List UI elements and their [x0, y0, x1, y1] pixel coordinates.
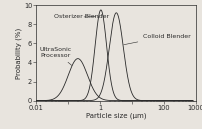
X-axis label: Particle size (μm): Particle size (μm)	[86, 112, 146, 119]
Text: UltraSonic
Processor: UltraSonic Processor	[40, 47, 72, 65]
Text: Osterizer Blender: Osterizer Blender	[54, 14, 109, 19]
Y-axis label: Probability (%): Probability (%)	[16, 27, 22, 79]
Text: Colloid Blender: Colloid Blender	[124, 34, 191, 45]
